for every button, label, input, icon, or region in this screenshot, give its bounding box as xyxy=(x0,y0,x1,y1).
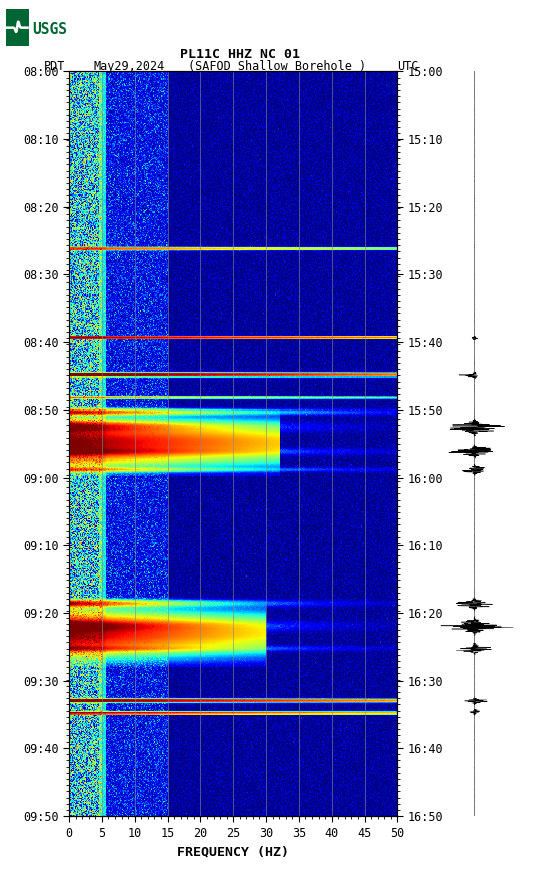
Text: UTC: UTC xyxy=(397,60,419,73)
Text: May29,2024: May29,2024 xyxy=(94,60,165,73)
Text: PL11C HHZ NC 01: PL11C HHZ NC 01 xyxy=(180,47,300,61)
X-axis label: FREQUENCY (HZ): FREQUENCY (HZ) xyxy=(177,845,289,858)
Text: PDT: PDT xyxy=(44,60,66,73)
Text: (SAFOD Shallow Borehole ): (SAFOD Shallow Borehole ) xyxy=(188,60,366,73)
FancyBboxPatch shape xyxy=(6,9,29,46)
Text: USGS: USGS xyxy=(32,22,67,37)
